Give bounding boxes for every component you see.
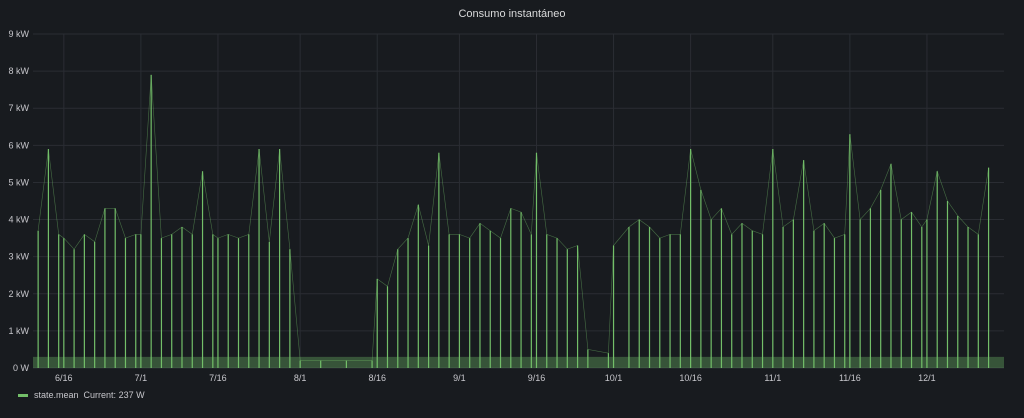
x-tick-label: 7/16 xyxy=(209,373,227,383)
x-tick-label: 6/16 xyxy=(55,373,73,383)
series-line xyxy=(37,74,989,361)
grid-lines xyxy=(33,33,1004,369)
x-tick-label: 9/16 xyxy=(528,373,546,383)
legend-swatch xyxy=(18,393,28,397)
x-tick-label: 11/1 xyxy=(764,373,781,383)
x-tick-label: 8/1 xyxy=(294,373,307,383)
y-tick-label: 8 kW xyxy=(8,66,29,76)
x-tick-label: 7/1 xyxy=(135,373,148,383)
y-axis: 0 W 1 kW 2 kW 3 kW 4 kW 5 kW 6 kW 7 kW 8 kW 9 kW xyxy=(8,29,29,373)
series-state-mean xyxy=(33,74,1004,368)
y-tick-label: 5 kW xyxy=(8,177,29,187)
x-tick-label: 9/1 xyxy=(453,373,466,383)
legend-current-label: Current: xyxy=(83,390,117,400)
legend-current-value: 237 W xyxy=(118,390,145,400)
panel-title[interactable]: Consumo instantáneo xyxy=(458,8,566,20)
baseline-band xyxy=(33,356,1004,368)
y-tick-label: 0 W xyxy=(13,363,30,373)
y-tick-label: 3 kW xyxy=(8,252,29,262)
y-tick-label: 9 kW xyxy=(8,29,29,39)
x-tick-label: 8/16 xyxy=(368,373,386,383)
x-tick-label: 10/16 xyxy=(679,373,702,383)
x-axis: 6/16 7/1 7/16 8/1 8/16 9/1 9/16 10/1 10/16 11/1 11… xyxy=(55,373,936,383)
y-tick-label: 4 kW xyxy=(8,215,29,225)
x-tick-label: 12/1 xyxy=(918,373,936,383)
legend[interactable]: state.mean Current: 237 W xyxy=(18,390,145,400)
x-tick-label: 10/1 xyxy=(605,373,623,383)
legend-series-name: state.mean xyxy=(34,390,79,400)
y-tick-label: 6 kW xyxy=(8,140,29,150)
y-tick-label: 7 kW xyxy=(8,103,29,113)
x-tick-label: 11/16 xyxy=(839,373,861,383)
y-tick-label: 2 kW xyxy=(8,289,29,299)
y-tick-label: 1 kW xyxy=(8,326,29,336)
